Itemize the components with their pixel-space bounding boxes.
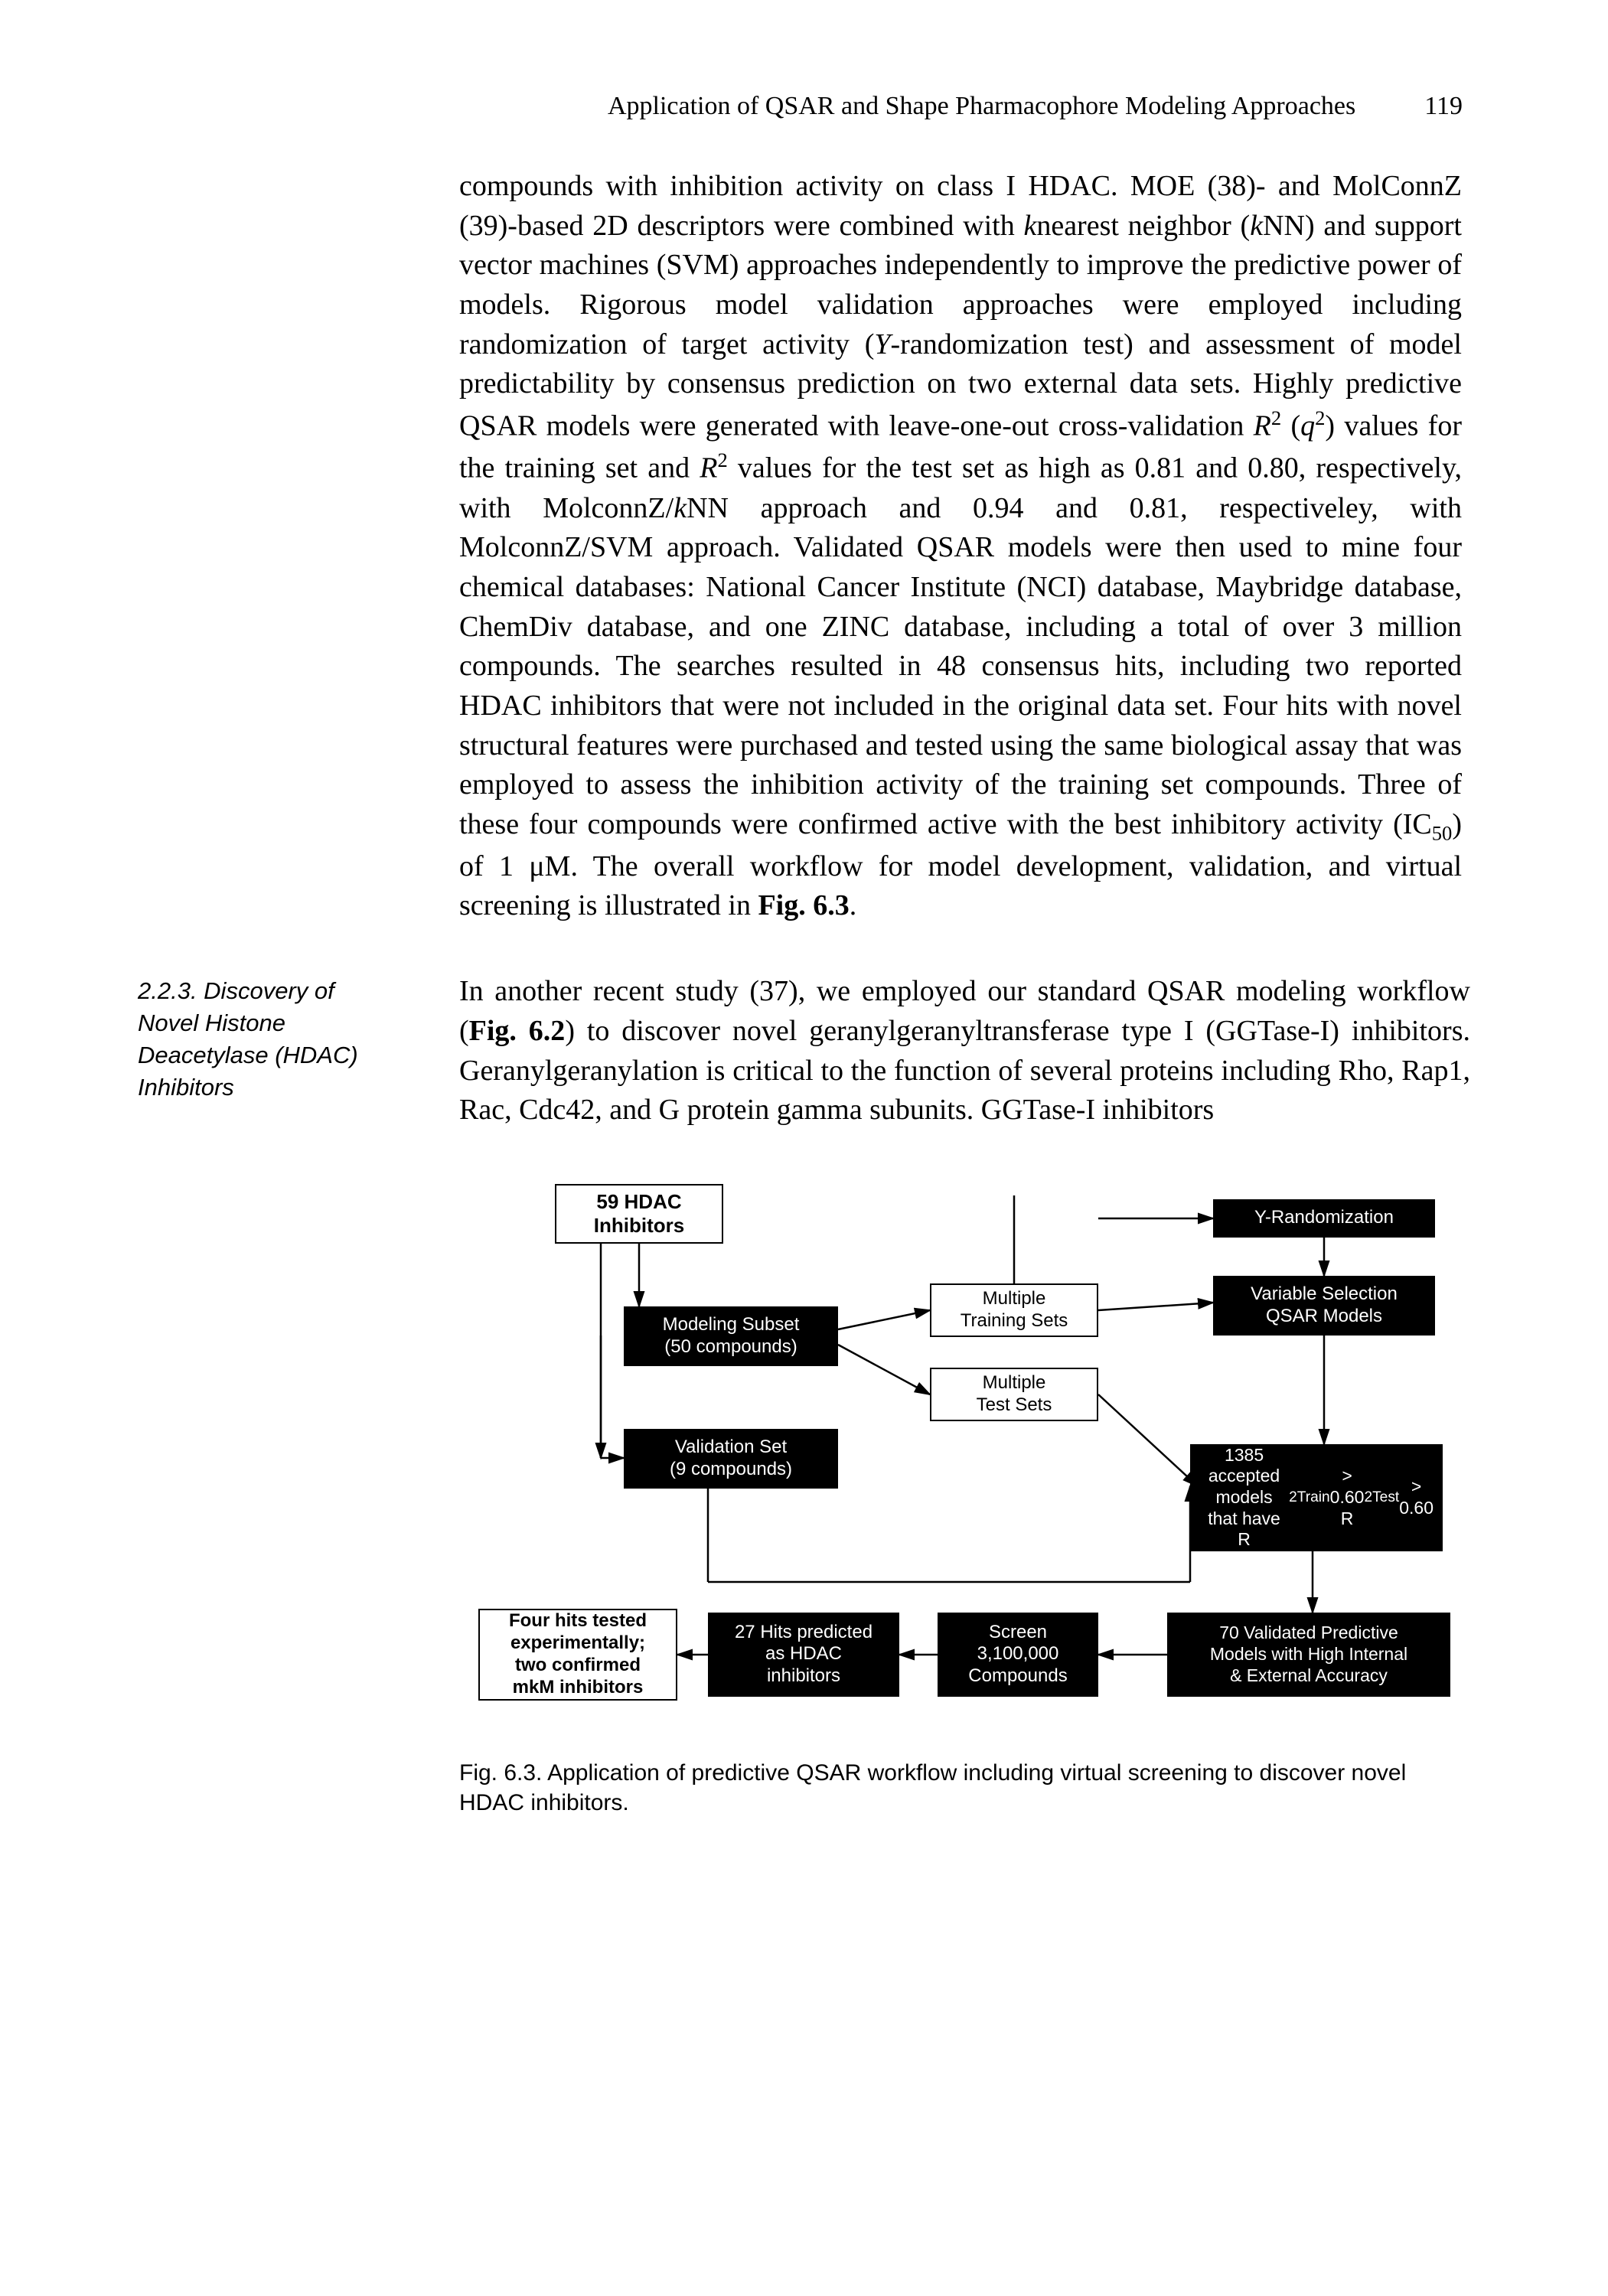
flowchart-node-validation: Validation Set(9 compounds) — [624, 1429, 838, 1489]
paragraph-1: compounds with inhibition activity on cl… — [459, 167, 1462, 926]
flowchart-node-testsets: MultipleTest Sets — [930, 1368, 1098, 1421]
flowchart-node-varsel: Variable SelectionQSAR Models — [1213, 1276, 1435, 1336]
running-head: Application of QSAR and Shape Pharmacoph… — [138, 92, 1470, 121]
paragraph-2: In another recent study (37), we employe… — [459, 972, 1470, 1130]
flowchart-node-hdac59: 59 HDACInhibitors — [555, 1184, 723, 1244]
running-title: Application of QSAR and Shape Pharmacoph… — [608, 92, 1355, 121]
flowchart-node-screen: Screen3,100,000Compounds — [938, 1613, 1098, 1697]
flowchart: 59 HDACInhibitors Modeling Subset(50 comp… — [478, 1184, 1443, 1735]
flowchart-node-fourhits: Four hits testedexperimentally;two confi… — [478, 1609, 677, 1701]
figure-caption: Fig. 6.3. Application of predictive QSAR… — [459, 1758, 1462, 1818]
flowchart-node-hits27: 27 Hits predictedas HDACinhibitors — [708, 1613, 899, 1697]
side-heading: 2.2.3. Discovery of Novel Histone Deacet… — [138, 972, 459, 1130]
section-row: 2.2.3. Discovery of Novel Histone Deacet… — [138, 972, 1470, 1130]
flowchart-node-accepted: 1385 acceptedmodels that haveR2Train > 0… — [1190, 1444, 1443, 1551]
figure-6-3: 59 HDACInhibitors Modeling Subset(50 comp… — [459, 1184, 1462, 1818]
flowchart-node-modeling: Modeling Subset(50 compounds) — [624, 1306, 838, 1366]
main-column: compounds with inhibition activity on cl… — [459, 167, 1462, 926]
flowchart-node-training: MultipleTraining Sets — [930, 1283, 1098, 1337]
flowchart-node-yrand: Y-Randomization — [1213, 1199, 1435, 1238]
page-number: 119 — [1424, 92, 1463, 121]
flowchart-node-seventy: 70 Validated PredictiveModels with High … — [1167, 1613, 1450, 1697]
page: Application of QSAR and Shape Pharmacoph… — [0, 0, 1608, 2296]
